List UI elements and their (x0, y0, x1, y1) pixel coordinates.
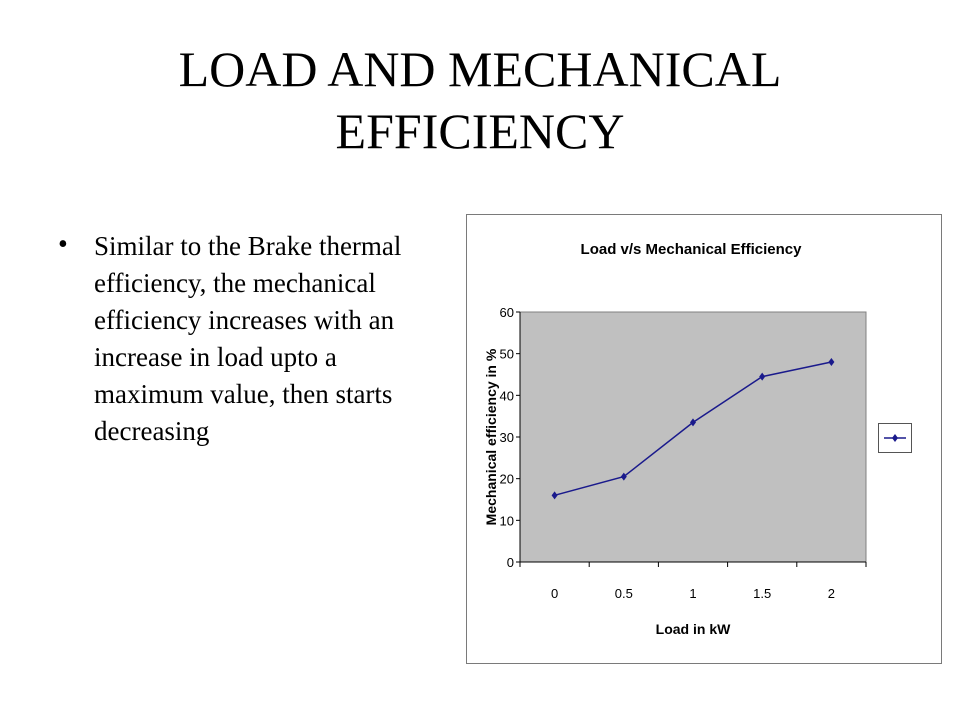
legend-line-marker-icon (884, 434, 906, 442)
chart-title: Load v/s Mechanical Efficiency (581, 241, 803, 258)
y-tick-label: 0 (507, 555, 514, 570)
data-point (690, 418, 696, 427)
data-point (828, 358, 835, 366)
bullet-text: Similar to the Brake thermal efficiency,… (94, 231, 402, 446)
x-tick-label: 0.5 (615, 586, 633, 601)
x-tick-label: 2 (828, 586, 835, 601)
y-tick-label: 10 (500, 513, 514, 528)
x-tick-label: 1 (689, 586, 696, 601)
slide-title: LOAD AND MECHANICAL EFFICIENCY (60, 38, 900, 162)
bullet-dot-icon: • (58, 229, 68, 260)
x-axis-label: Load in kW (656, 621, 731, 637)
x-tick-label: 0 (551, 586, 558, 601)
series-markers (551, 358, 835, 500)
data-point (759, 372, 766, 381)
slide-title-line-2: EFFICIENCY (335, 103, 625, 159)
y-tick-label: 60 (500, 305, 514, 320)
x-tick-labels: 0 0.5 1 1.5 2 (519, 562, 867, 601)
bullet-item: • Similar to the Brake thermal efficienc… (58, 228, 438, 450)
y-tick-label: 20 (500, 472, 514, 487)
x-tick-label: 1.5 (753, 586, 771, 601)
slide-title-line-1: LOAD AND MECHANICAL (178, 41, 782, 97)
data-point (551, 491, 558, 500)
bullet-list: • Similar to the Brake thermal efficienc… (58, 228, 438, 450)
y-tick-label: 30 (500, 430, 514, 445)
plot-area (519, 311, 867, 563)
y-tick-labels: 0 10 20 30 40 50 60 (500, 305, 520, 570)
y-axis-label: Mechanical efficiency in % (483, 348, 499, 525)
y-tick-label: 40 (500, 388, 514, 403)
data-point (620, 472, 627, 481)
y-tick-label: 50 (500, 347, 514, 362)
legend (878, 423, 912, 453)
